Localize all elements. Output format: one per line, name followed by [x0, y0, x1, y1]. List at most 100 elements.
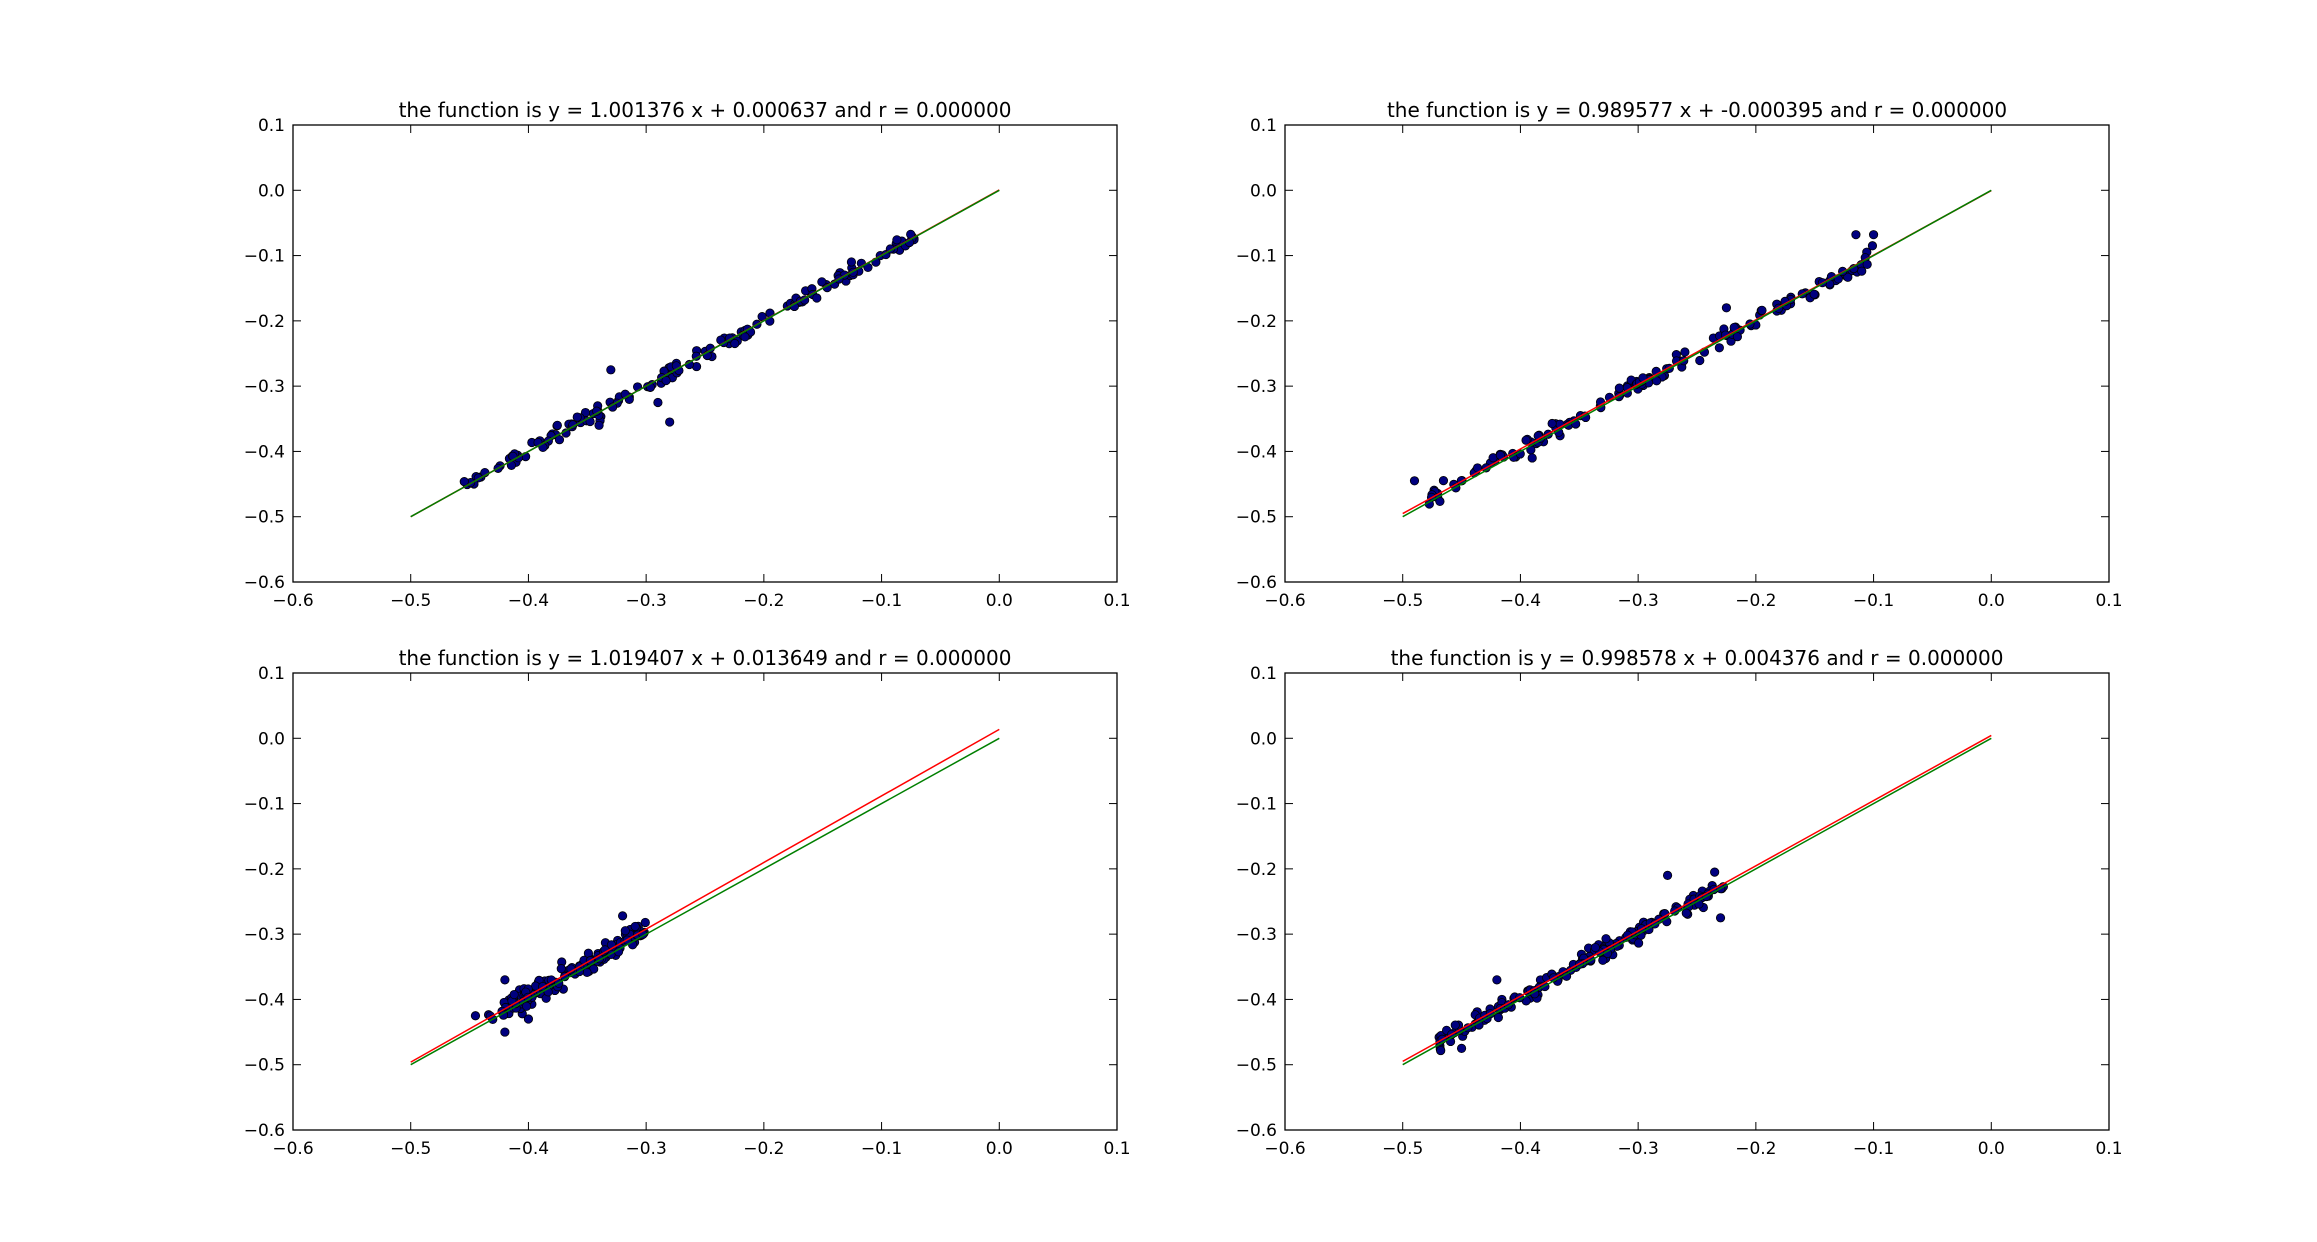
x-tick-label: −0.2: [743, 591, 784, 611]
scatter-point: [552, 420, 562, 430]
y-tick-label: −0.3: [1236, 925, 1277, 945]
subplot-1: −0.6 −0.5 −0.4 −0.3 −0.2 −0.1 0.0 0.1 −0.6 −0.5 −0…: [244, 98, 1131, 611]
axes-frame: [292, 124, 1118, 583]
scatter-point: [730, 338, 740, 349]
chart-title: the function is y = 1.001376 x + 0.00063…: [399, 98, 1012, 122]
y-tick-label: −0.5: [244, 1056, 285, 1076]
reference-line: [1402, 189, 1992, 518]
axes-frame: [292, 672, 1118, 1131]
x-tick-label: −0.1: [1853, 1139, 1894, 1159]
y-tick-label: −0.3: [244, 925, 285, 945]
scatter-point: [1547, 418, 1557, 429]
y-tick-label: −0.5: [1236, 1056, 1277, 1076]
scatter-point: [1862, 259, 1872, 269]
y-tick-label: −0.2: [1236, 860, 1277, 880]
scatter-point: [1721, 303, 1732, 313]
y-tick-label: −0.4: [244, 990, 285, 1010]
fit-line: [410, 728, 1000, 1063]
scatter-point: [1681, 908, 1691, 918]
reference-line: [1402, 737, 1992, 1066]
x-tick-label: 0.0: [986, 591, 1013, 611]
x-tick-label: −0.4: [1500, 1139, 1541, 1159]
scatter-point: [665, 417, 675, 427]
scatter-point: [740, 332, 750, 342]
y-tick-label: −0.3: [1236, 377, 1277, 397]
y-tick-label: −0.2: [244, 860, 285, 880]
y-tick-label: −0.1: [1236, 795, 1277, 815]
scatter-point: [459, 477, 469, 487]
scatter-point: [892, 235, 902, 245]
y-tick-label: −0.4: [1236, 442, 1277, 462]
x-tick-label: −0.5: [390, 591, 431, 611]
x-tick-label: 0.0: [1978, 591, 2005, 611]
x-tick-label: −0.4: [1500, 591, 1541, 611]
x-tick-label: −0.6: [272, 591, 313, 611]
scatter-point: [1867, 241, 1878, 251]
scatter-point: [572, 412, 582, 422]
y-tick-label: −0.5: [244, 508, 285, 528]
reference-line: [410, 737, 1000, 1066]
x-tick-label: −0.1: [861, 591, 902, 611]
y-tick-label: −0.1: [1236, 247, 1277, 267]
y-tick-label: −0.2: [244, 312, 285, 332]
scatter-point: [1614, 383, 1624, 393]
scatter-point: [1435, 496, 1445, 506]
x-tick-label: 0.0: [1978, 1139, 2005, 1159]
y-tick-label: −0.4: [244, 442, 285, 462]
data-layer: [410, 728, 1000, 1066]
x-tick-label: −0.6: [1264, 591, 1305, 611]
scatter-point: [554, 435, 565, 445]
x-tick-label: −0.6: [1264, 1139, 1305, 1159]
scatter-point: [509, 989, 519, 1000]
scatter-point: [1662, 870, 1673, 880]
chart-title: the function is y = 1.019407 x + 0.01364…: [399, 646, 1012, 670]
y-tick-label: −0.4: [1236, 990, 1277, 1010]
scatter-point: [1438, 475, 1449, 486]
subplot-3: −0.6 −0.5 −0.4 −0.3 −0.2 −0.1 0.0 0.1 −0.6 −0.5 −0…: [244, 646, 1131, 1159]
scatter-point: [620, 926, 630, 936]
scatter-point: [1710, 867, 1720, 877]
y-tick-label: 0.1: [1250, 664, 1277, 684]
x-tick-label: −0.5: [390, 1139, 431, 1159]
scatter-point: [521, 1001, 532, 1011]
scatter-point: [1633, 938, 1644, 948]
scatter-point: [653, 397, 663, 408]
x-tick-label: −0.2: [1735, 591, 1776, 611]
y-tick-label: −0.1: [244, 795, 285, 815]
scatter-point: [1598, 955, 1608, 965]
scatter-point: [1714, 343, 1724, 353]
scatter-point: [1757, 305, 1767, 315]
y-tick-label: −0.6: [244, 1121, 285, 1141]
y-tick-label: −0.6: [244, 573, 285, 593]
scatter-point: [661, 375, 671, 386]
x-tick-label: −0.2: [1735, 1139, 1776, 1159]
scatter-point: [1436, 1045, 1446, 1056]
axes-frame: [1284, 124, 2110, 583]
x-tick-label: −0.4: [508, 591, 549, 611]
scatter-point: [1601, 934, 1611, 944]
y-tick-label: 0.1: [258, 116, 285, 136]
scatter-point: [1493, 1012, 1503, 1023]
scatter-point: [1695, 355, 1705, 366]
y-tick-label: 0.0: [258, 181, 285, 201]
x-tick-label: −0.6: [272, 1139, 313, 1159]
scatter-point: [1809, 289, 1819, 299]
scatter-point: [470, 1011, 481, 1021]
y-tick-label: −0.6: [1236, 573, 1277, 593]
x-tick-label: 0.1: [1103, 1139, 1130, 1159]
scatter-point: [640, 917, 650, 928]
scatter-point: [630, 921, 640, 932]
x-tick-label: 0.1: [2095, 591, 2122, 611]
y-tick-label: 0.0: [1250, 729, 1277, 749]
scatter-point: [594, 420, 604, 430]
x-tick-label: −0.4: [508, 1139, 549, 1159]
scatter-point: [1851, 230, 1861, 240]
scatter-point: [1450, 1020, 1460, 1030]
scatter-point: [1456, 1043, 1467, 1053]
y-tick-label: −0.2: [1236, 312, 1277, 332]
x-tick-label: −0.1: [1853, 591, 1894, 611]
x-tick-label: 0.1: [1103, 591, 1130, 611]
x-tick-label: 0.0: [986, 1139, 1013, 1159]
x-tick-label: 0.1: [2095, 1139, 2122, 1159]
